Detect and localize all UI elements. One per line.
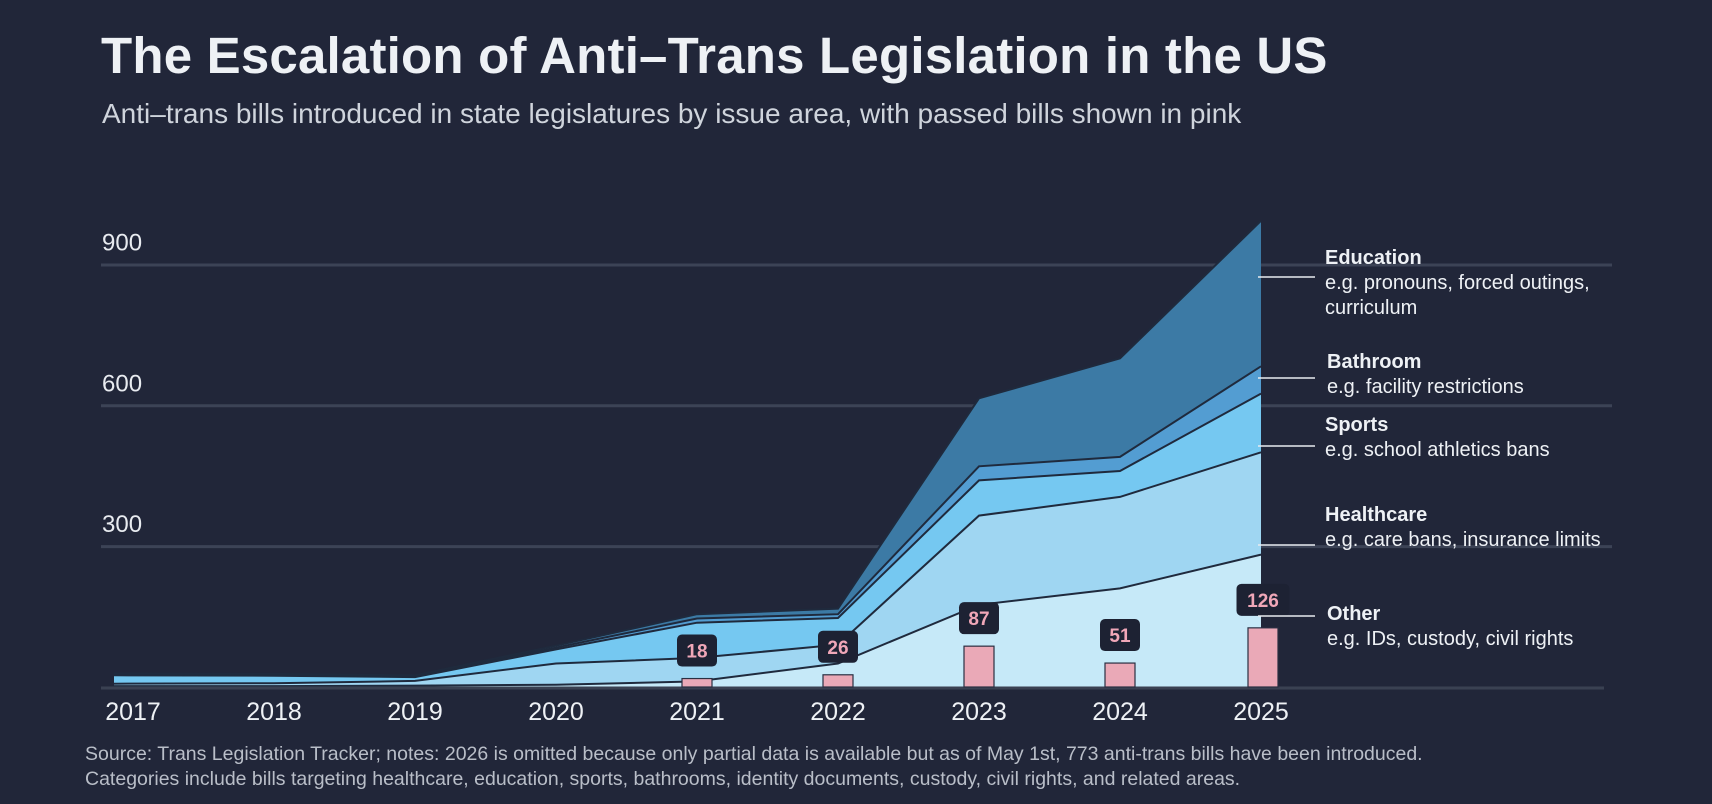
y-tick-label-900: 900: [102, 229, 142, 256]
passed-label-box-2021: [677, 634, 717, 667]
x-tick-label-2025: 2025: [1233, 698, 1289, 726]
legend-label-sports: Sports: [1325, 414, 1388, 436]
passed-label-2023: 87: [968, 609, 989, 630]
x-tick-label-2024: 2024: [1092, 698, 1148, 726]
passed-bar-2024: [1104, 662, 1136, 688]
x-tick-label-2021: 2021: [669, 698, 725, 726]
legend-label-other: Other: [1327, 603, 1381, 625]
passed-bar-2022: [822, 674, 854, 688]
x-tick-label-2022: 2022: [810, 698, 866, 726]
legend-label-education: Education: [1325, 247, 1422, 269]
source-note-line-2: Categories include bills targeting healt…: [85, 768, 1241, 790]
passed-label-box-2023: [959, 602, 999, 635]
source-note-line-1: Source: Trans Legislation Tracker; notes…: [85, 743, 1423, 765]
legend-desc-sports: e.g. school athletics bans: [1325, 439, 1550, 461]
chart-subtitle: Anti–trans bills introduced in state leg…: [102, 98, 1242, 129]
chart-title: The Escalation of Anti–Trans Legislation…: [101, 27, 1328, 84]
x-tick-label-2020: 2020: [528, 698, 584, 726]
passed-label-2025: 126: [1247, 591, 1279, 612]
legend-desc-healthcare: e.g. care bans, insurance limits: [1325, 529, 1601, 551]
source-note: Source: Trans Legislation Tracker; notes…: [85, 742, 1423, 792]
passed-bar-2023: [963, 645, 995, 688]
y-tick-label-300: 300: [102, 511, 142, 538]
area-sports: [114, 393, 1261, 684]
x-tick-label-2017: 2017: [105, 698, 161, 726]
passed-label-box-2024: [1100, 619, 1140, 652]
passed-label-box-2022: [818, 630, 858, 663]
boundary-education: [113, 220, 1262, 677]
boundary-sports: [113, 392, 1262, 679]
passed-label-2024: 51: [1109, 626, 1131, 647]
y-tick-label-600: 600: [102, 370, 142, 397]
legend-desc-education: e.g. pronouns, forced outings, curriculum: [1325, 272, 1590, 319]
passed-label-2021: 18: [686, 642, 707, 663]
passed-bar-2021: [681, 677, 713, 688]
area-education: [114, 220, 1261, 676]
legend-label-healthcare: Healthcare: [1325, 504, 1427, 526]
passed-label-2022: 26: [827, 638, 848, 659]
legend-desc-bathroom: e.g. facility restrictions: [1327, 376, 1524, 398]
x-tick-label-2023: 2023: [951, 698, 1007, 726]
legend-label-bathroom: Bathroom: [1327, 351, 1421, 373]
passed-label-box-2025: [1236, 583, 1290, 616]
x-tick-label-2019: 2019: [387, 698, 443, 726]
passed-bar-2025: [1247, 627, 1279, 688]
legend-desc-other: e.g. IDs, custody, civil rights: [1327, 628, 1573, 650]
x-tick-label-2018: 2018: [246, 698, 302, 726]
area-healthcare: [114, 452, 1261, 687]
